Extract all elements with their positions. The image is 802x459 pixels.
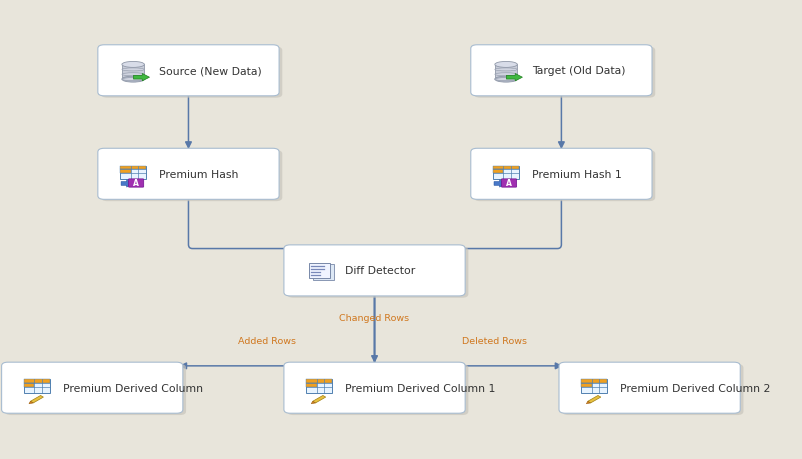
FancyBboxPatch shape — [471, 45, 652, 96]
Polygon shape — [29, 402, 33, 404]
Ellipse shape — [122, 78, 144, 81]
FancyBboxPatch shape — [471, 149, 652, 200]
FancyBboxPatch shape — [128, 179, 144, 188]
FancyBboxPatch shape — [284, 245, 465, 297]
FancyBboxPatch shape — [5, 364, 186, 415]
Ellipse shape — [495, 77, 517, 83]
FancyBboxPatch shape — [306, 380, 332, 383]
Ellipse shape — [122, 62, 144, 68]
FancyBboxPatch shape — [474, 151, 655, 202]
Polygon shape — [121, 180, 132, 188]
Polygon shape — [494, 180, 505, 188]
Polygon shape — [30, 396, 43, 403]
Ellipse shape — [122, 73, 144, 77]
FancyBboxPatch shape — [493, 166, 519, 180]
Text: Changed Rows: Changed Rows — [339, 313, 410, 322]
Polygon shape — [588, 396, 601, 403]
FancyBboxPatch shape — [581, 380, 607, 383]
FancyBboxPatch shape — [98, 149, 279, 200]
FancyBboxPatch shape — [309, 263, 330, 279]
FancyBboxPatch shape — [306, 380, 332, 393]
FancyBboxPatch shape — [559, 363, 740, 413]
Ellipse shape — [495, 78, 517, 81]
FancyBboxPatch shape — [2, 363, 183, 413]
FancyBboxPatch shape — [98, 45, 279, 96]
Ellipse shape — [495, 73, 517, 77]
Bar — [122, 65, 144, 80]
FancyBboxPatch shape — [120, 170, 131, 174]
FancyBboxPatch shape — [284, 363, 465, 413]
FancyBboxPatch shape — [24, 380, 50, 383]
FancyBboxPatch shape — [581, 380, 607, 393]
FancyBboxPatch shape — [493, 170, 504, 174]
FancyBboxPatch shape — [306, 383, 317, 387]
Text: A: A — [506, 179, 512, 188]
Text: A: A — [133, 179, 139, 188]
FancyBboxPatch shape — [313, 265, 334, 280]
Polygon shape — [311, 402, 315, 404]
FancyBboxPatch shape — [287, 364, 468, 415]
FancyBboxPatch shape — [101, 47, 282, 99]
Ellipse shape — [122, 69, 144, 72]
Ellipse shape — [495, 69, 517, 72]
Text: Premium Derived Column 1: Premium Derived Column 1 — [345, 383, 496, 393]
FancyBboxPatch shape — [120, 166, 146, 170]
Text: Diff Detector: Diff Detector — [345, 266, 415, 276]
Text: Premium Hash: Premium Hash — [159, 169, 238, 179]
FancyBboxPatch shape — [287, 247, 468, 298]
FancyBboxPatch shape — [493, 166, 519, 170]
Text: Added Rows: Added Rows — [238, 336, 297, 345]
Ellipse shape — [122, 77, 144, 83]
Text: Premium Hash 1: Premium Hash 1 — [532, 169, 622, 179]
Polygon shape — [133, 74, 149, 82]
Text: Premium Derived Column: Premium Derived Column — [63, 383, 203, 393]
FancyBboxPatch shape — [581, 383, 592, 387]
Text: Premium Derived Column 2: Premium Derived Column 2 — [620, 383, 771, 393]
FancyBboxPatch shape — [24, 380, 50, 393]
FancyBboxPatch shape — [101, 151, 282, 202]
Text: Source (New Data): Source (New Data) — [159, 66, 261, 76]
Ellipse shape — [495, 62, 517, 68]
Bar — [495, 65, 517, 80]
FancyBboxPatch shape — [474, 47, 655, 99]
Polygon shape — [506, 74, 522, 82]
FancyBboxPatch shape — [24, 383, 34, 387]
FancyBboxPatch shape — [562, 364, 743, 415]
Text: Deleted Rows: Deleted Rows — [461, 336, 527, 345]
Polygon shape — [313, 396, 326, 403]
FancyBboxPatch shape — [120, 166, 146, 180]
FancyBboxPatch shape — [501, 179, 516, 188]
Polygon shape — [586, 402, 590, 404]
Text: Target (Old Data): Target (Old Data) — [532, 66, 626, 76]
